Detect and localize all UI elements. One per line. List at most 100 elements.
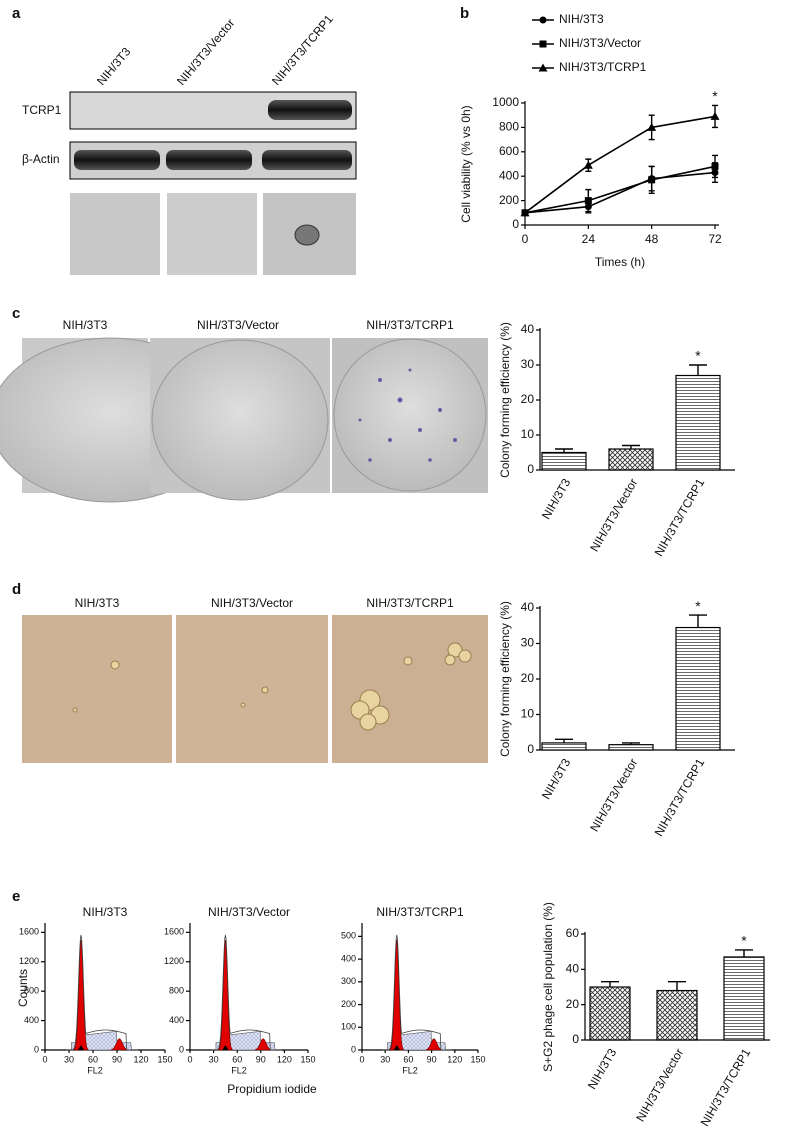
image-label: NIH/3T3 xyxy=(63,318,108,332)
data-point xyxy=(648,176,656,184)
y-tick-label: 500 xyxy=(341,931,356,941)
y-tick-label: 0 xyxy=(572,1032,579,1046)
y-tick-label: 60 xyxy=(566,926,580,940)
micrograph xyxy=(332,615,488,763)
histogram-outline xyxy=(382,934,452,1051)
blot-band xyxy=(74,150,160,170)
image-label: NIH/3T3/TCRP1 xyxy=(366,318,454,332)
x-tick-label: 72 xyxy=(708,232,722,246)
error-bar xyxy=(622,444,640,449)
bar xyxy=(608,448,654,471)
blot-band xyxy=(262,150,352,170)
x-tick-label: NIH/3T3/TCRP1 xyxy=(652,476,708,559)
micrograph xyxy=(167,193,257,275)
blot-column-label: NIH/3T3 xyxy=(94,44,134,87)
dish xyxy=(333,338,487,492)
y-tick-label: 40 xyxy=(566,962,580,976)
x-tick-label: 0 xyxy=(42,1054,47,1064)
series-line xyxy=(524,115,716,214)
y-tick-label: 1000 xyxy=(492,95,519,109)
panel-label: e xyxy=(12,888,20,905)
x-axis-label: Times (h) xyxy=(595,255,645,269)
y-tick-label: 40 xyxy=(521,322,535,336)
y-tick-label: 20 xyxy=(521,671,535,685)
error-bar xyxy=(668,981,686,991)
x-axis-label: FL2 xyxy=(87,1065,103,1075)
error-bar xyxy=(689,364,707,376)
error-bar xyxy=(601,981,619,987)
y-tick-label: 800 xyxy=(24,986,39,996)
y-tick-label: 0 xyxy=(512,217,519,231)
y-tick-label: 1600 xyxy=(164,927,184,937)
x-tick-label: NIH/3T3/Vector xyxy=(587,756,640,834)
x-tick-label: 120 xyxy=(447,1054,462,1064)
y-tick-label: 20 xyxy=(566,997,580,1011)
legend-label: NIH/3T3/TCRP1 xyxy=(559,60,647,74)
y-tick-label: 0 xyxy=(179,1044,184,1054)
blot-column-label: NIH/3T3/Vector xyxy=(174,16,237,88)
y-tick-label: 20 xyxy=(521,392,535,406)
x-tick-label: NIH/3T3/TCRP1 xyxy=(698,1046,754,1129)
annotation: * xyxy=(695,348,701,364)
data-point xyxy=(583,160,593,169)
x-tick-label: NIH/3T3 xyxy=(539,476,574,522)
x-tick-label: 48 xyxy=(645,232,659,246)
y-tick-label: 800 xyxy=(169,986,184,996)
blot-band xyxy=(166,150,252,170)
micrograph xyxy=(176,615,328,763)
error-bar xyxy=(555,448,573,453)
image-label: NIH/3T3 xyxy=(75,596,120,610)
x-tick-label: 60 xyxy=(232,1054,242,1064)
y-tick-label: 300 xyxy=(341,976,356,986)
image-label: NIH/3T3/TCRP1 xyxy=(366,596,454,610)
y-tick-label: 0 xyxy=(527,742,534,756)
y-tick-label: 10 xyxy=(521,427,535,441)
gate-marker xyxy=(78,1045,84,1050)
x-tick-label: NIH/3T3 xyxy=(539,756,574,802)
y-tick-label: 30 xyxy=(521,636,535,650)
error-bar xyxy=(689,614,707,628)
x-tick-label: 150 xyxy=(157,1054,172,1064)
y-axis-label: Colony forming efficiency (%) xyxy=(498,322,512,478)
annotation: * xyxy=(741,933,747,949)
x-tick-label: NIH/3T3/TCRP1 xyxy=(652,756,708,839)
x-tick-label: 60 xyxy=(403,1054,413,1064)
axis-label: Propidium iodide xyxy=(227,1082,317,1096)
data-point xyxy=(711,162,719,170)
error-bar xyxy=(622,742,640,745)
panel-label: d xyxy=(12,581,21,598)
x-tick-label: 24 xyxy=(582,232,596,246)
y-tick-label: 400 xyxy=(499,168,519,182)
x-tick-label: 30 xyxy=(380,1054,390,1064)
y-tick-label: 400 xyxy=(169,1015,184,1025)
x-tick-label: 90 xyxy=(256,1054,266,1064)
x-tick-label: 120 xyxy=(133,1054,148,1064)
y-tick-label: 400 xyxy=(341,953,356,963)
panel-label: a xyxy=(12,5,21,22)
x-axis-label: FL2 xyxy=(231,1065,247,1075)
bar xyxy=(656,989,698,1041)
annotation: * xyxy=(712,88,718,104)
y-tick-label: 1200 xyxy=(164,956,184,966)
x-tick-label: NIH/3T3 xyxy=(585,1046,620,1092)
panel-label: b xyxy=(460,5,469,22)
error-bar xyxy=(735,949,753,957)
colony xyxy=(294,224,320,246)
legend-label: NIH/3T3 xyxy=(559,12,604,26)
x-tick-label: 0 xyxy=(359,1054,364,1064)
axis-label: Counts xyxy=(16,969,30,1007)
chart-title: NIH/3T3 xyxy=(83,905,128,919)
y-tick-label: 200 xyxy=(341,999,356,1009)
x-tick-label: 60 xyxy=(88,1054,98,1064)
blot-row-label: TCRP1 xyxy=(22,103,62,117)
y-tick-label: 40 xyxy=(521,600,535,614)
legend-marker xyxy=(539,40,547,48)
bar xyxy=(541,451,587,471)
x-tick-label: 90 xyxy=(427,1054,437,1064)
y-tick-label: 200 xyxy=(499,193,519,207)
x-tick-label: 0 xyxy=(187,1054,192,1064)
x-tick-label: 150 xyxy=(470,1054,485,1064)
blot-column-label: NIH/3T3/TCRP1 xyxy=(269,12,336,88)
y-tick-label: 100 xyxy=(341,1022,356,1032)
bar xyxy=(723,956,765,1041)
